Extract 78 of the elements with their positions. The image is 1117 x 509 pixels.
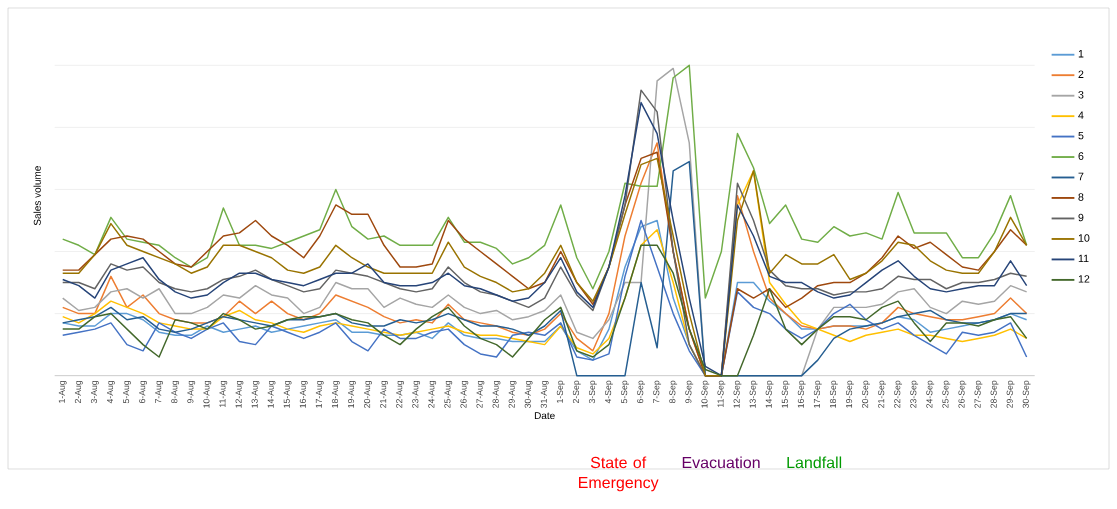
x-tick-label: 20-Aug [364,380,372,408]
x-tick-label: 17-Sep [813,380,822,408]
x-tick-label: 24-Sep [926,380,935,408]
legend-label: 3 [1078,90,1084,99]
legend-label: 5 [1078,131,1084,140]
x-tick-label: 8-Sep [669,380,678,404]
x-tick-label: 14-Sep [765,380,774,408]
y-axis-title: Sales volume [33,166,41,226]
x-tick-label: 26-Sep [958,380,967,408]
x-tick-label: 13-Sep [749,380,758,408]
x-tick-label: 7-Sep [653,380,662,404]
x-tick-label: 4-Aug [107,380,115,404]
x-tick-label: 10-Sep [701,380,710,408]
x-tick-label: 25-Aug [444,380,453,408]
x-tick-label: 28-Sep [990,380,999,408]
x-tick-label: 11-Aug [219,380,228,407]
x-tick-label: 16-Aug [299,380,308,408]
x-tick-label: 30-Sep [1022,380,1031,408]
x-tick-label: 8-Aug [171,380,180,404]
x-tick-label: 28-Aug [492,380,501,408]
legend-label: 8 [1078,193,1084,201]
x-tick-label: 12-Sep [733,380,742,408]
x-tick-label: 27-Aug [476,380,485,408]
x-tick-label: 19-Aug [347,380,356,408]
x-tick-label: 7-Aug [155,380,163,404]
text: State of Emergency [579,456,659,492]
x-tick-label: 27-Sep [974,380,983,408]
x-tick-label: 2-Sep [572,380,581,404]
x-tick-label: 1-Sep [556,380,565,403]
legend-label: 1 [1078,50,1084,58]
x-tick-label: 9-Aug [187,380,196,404]
x-tick-label: 9-Sep [685,380,694,404]
x-tick-label: 6-Aug [139,380,147,404]
x-tick-label: 5-Aug [123,380,131,404]
x-tick-label: 29-Sep [1006,380,1015,408]
x-tick-label: 2-Aug [74,380,83,404]
x-tick-label: 18-Aug [331,380,340,408]
x-tick-label: 6-Sep [637,380,645,404]
x-tick-label: 26-Aug [460,380,469,408]
x-tick-label: 20-Sep [862,380,870,408]
x-tick-label: 15-Sep [781,380,790,408]
x-tick-label: 12-Aug [235,380,244,408]
x-tick-label: 3-Sep [588,380,597,404]
legend-label: 10 [1078,234,1090,242]
x-tick-label: 14-Aug [267,380,276,408]
x-tick-label: 19-Sep [846,380,854,408]
x-tick-label: 22-Aug [396,380,405,408]
x-tick-label: 11-Sep [717,380,726,407]
x-tick-label: 25-Sep [942,380,951,408]
x-tick-label: 30-Aug [524,380,533,408]
x-tick-label: 15-Aug [283,380,292,408]
x-tick-label: 1-Aug [58,380,67,403]
x-tick-label: 21-Aug [380,380,388,408]
text: Landfall [787,456,842,469]
x-tick-label: 5-Sep [621,380,629,404]
x-tick-label: 4-Sep [605,380,613,404]
x-axis-title: Date [534,412,555,420]
x-tick-label: 16-Sep [797,380,806,408]
text: Evacuation [682,456,760,469]
x-tick-label: 17-Aug [315,380,324,408]
x-tick-label: 23-Aug [412,380,421,408]
legend-label: 2 [1078,70,1084,78]
x-tick-label: 21-Sep [878,380,886,408]
x-tick-label: 22-Sep [894,380,903,408]
legend-label: 4 [1078,111,1084,119]
x-tick-label: 10-Aug [203,380,212,408]
x-tick-label: 13-Aug [251,380,260,408]
x-tick-label: 24-Aug [428,380,437,408]
x-tick-label: 23-Sep [910,380,919,408]
legend-label: 11 [1078,254,1089,263]
legend-label: 7 [1078,172,1084,181]
x-tick-label: 3-Aug [90,380,99,404]
legend-label: 6 [1078,152,1084,160]
legend-label: 12 [1078,275,1090,283]
legend-label: 9 [1078,213,1084,222]
x-tick-label: 18-Sep [829,380,838,408]
x-tick-label: 31-Aug [540,380,549,408]
x-tick-label: 29-Aug [508,380,517,408]
